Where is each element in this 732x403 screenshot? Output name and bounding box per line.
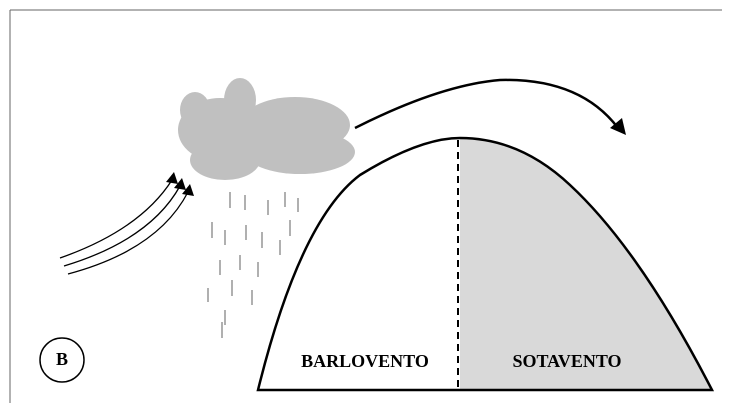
diagram: B BARLOVENTO SOTAVENTO (0, 0, 732, 403)
page: {"badge": {"label": "B"}, "regions": [{"… (0, 0, 732, 403)
badge-label: B (56, 349, 68, 369)
region-label: BARLOVENTO (301, 351, 429, 371)
wind-arrowheads (166, 172, 194, 196)
airflow-arrow (355, 80, 618, 128)
wind-lines (60, 180, 188, 274)
cloud (178, 78, 355, 180)
region-label: SOTAVENTO (512, 351, 621, 371)
